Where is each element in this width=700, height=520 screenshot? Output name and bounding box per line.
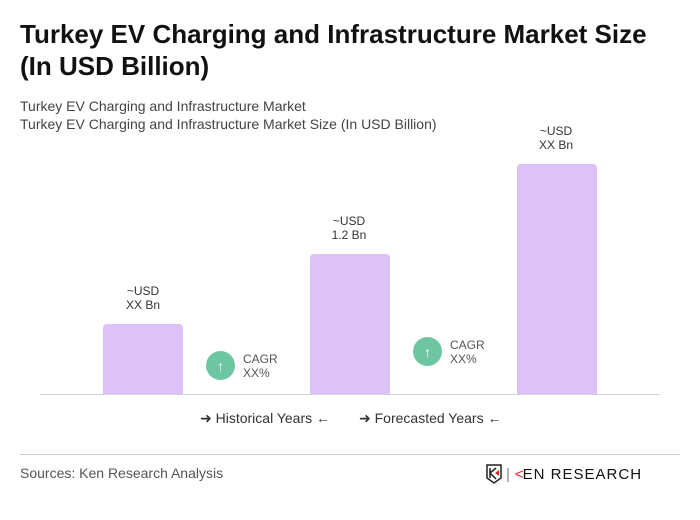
legend-forecasted: ➜ Forecasted Years ← — [359, 410, 502, 426]
x-axis — [40, 394, 660, 395]
bar-label-3: ~USD XX Bn — [538, 124, 574, 152]
bar-label-1: ~USD XX Bn — [125, 284, 161, 312]
page-title: Turkey EV Charging and Infrastructure Ma… — [20, 19, 647, 81]
legend-historical: ➜ Historical Years ← — [200, 410, 331, 426]
divider — [20, 454, 680, 455]
bar-1 — [103, 324, 183, 394]
subtitle-2: Turkey EV Charging and Infrastructure Ma… — [20, 116, 437, 132]
arrow-up-icon: ↑ — [206, 351, 235, 380]
bar-3 — [517, 164, 597, 394]
bar-2 — [310, 254, 390, 394]
logo-icon — [486, 464, 502, 484]
bar-label-2: ~USD 1.2 Bn — [331, 214, 367, 242]
source-text: Sources: Ken Research Analysis — [20, 465, 224, 481]
cagr-2: ↑ CAGR XX% — [413, 337, 485, 366]
ken-research-logo: | < EN RESEARCH — [486, 464, 642, 484]
arrow-up-icon: ↑ — [413, 337, 442, 366]
subtitle: Turkey EV Charging and Infrastructure Ma… — [20, 98, 306, 114]
cagr-1: ↑ CAGR XX% — [206, 351, 278, 380]
